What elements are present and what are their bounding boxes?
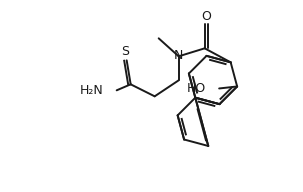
- Text: H₂N: H₂N: [80, 84, 104, 97]
- Text: S: S: [121, 45, 129, 58]
- Text: O: O: [201, 10, 211, 23]
- Text: N: N: [174, 49, 183, 62]
- Text: HO: HO: [187, 82, 206, 95]
